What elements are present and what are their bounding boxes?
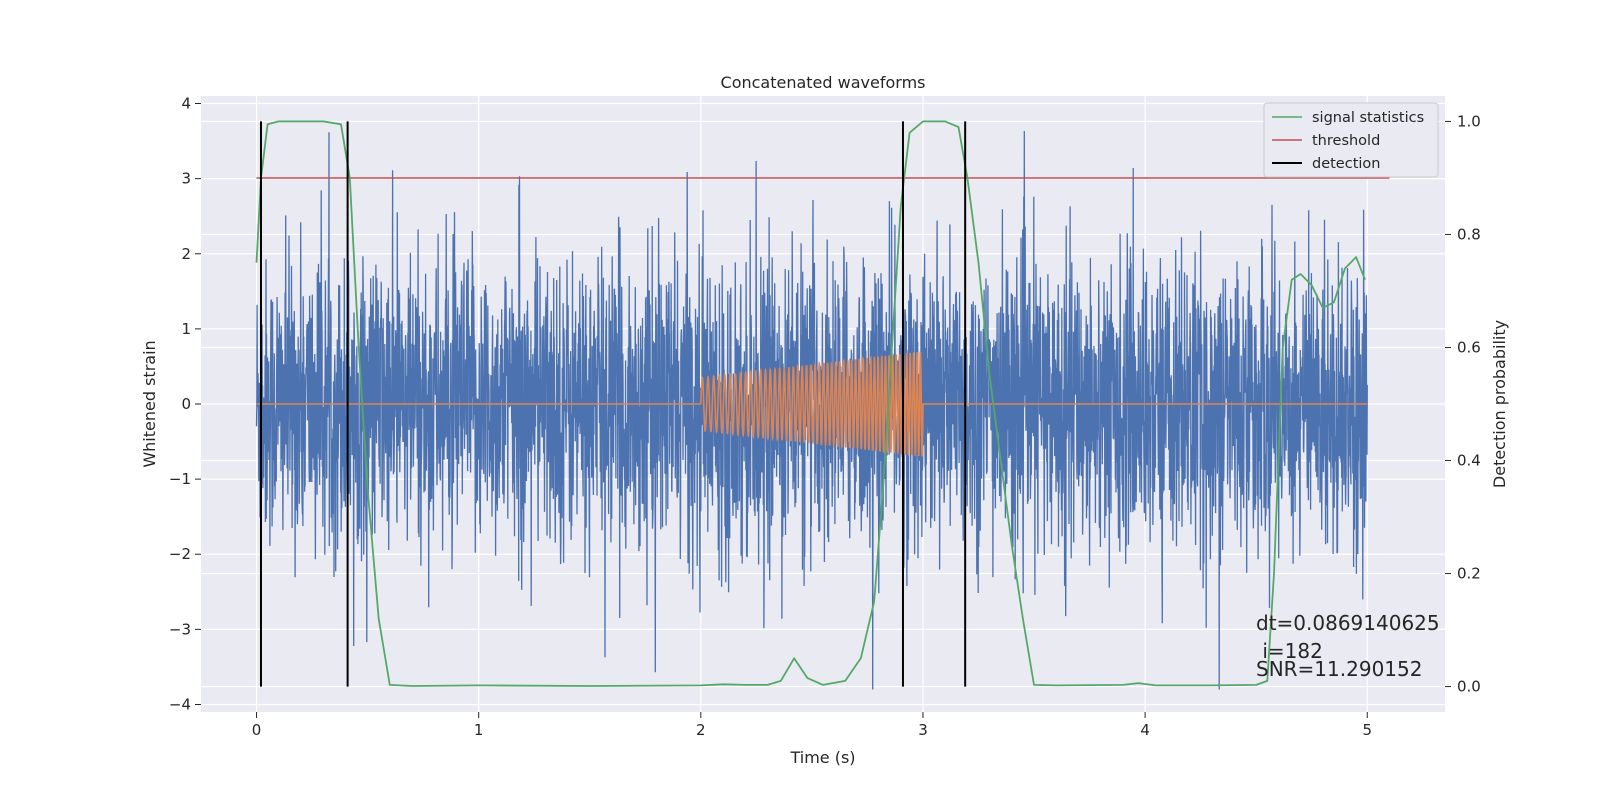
y-tick-label-left-6: 2 [181,245,191,263]
x-axis-label: Time (s) [789,748,855,767]
y-tick-label-left-0: −4 [169,695,191,713]
x-tick-label-2: 2 [696,721,706,739]
x-tick-label-5: 5 [1362,721,1372,739]
y-tick-label-left-1: −3 [169,620,191,638]
x-tick-label-1: 1 [474,721,484,739]
annotation-snr: SNR=11.290152 [1256,657,1422,681]
y-tick-label-left-8: 4 [181,95,191,113]
chirp-line [256,351,1368,457]
chirp-series [256,351,1368,457]
y-tick-label-right-3: 0.6 [1457,338,1481,356]
x-tick-label-4: 4 [1140,721,1150,739]
y-tick-label-left-5: 1 [181,320,191,338]
x-tick-label-3: 3 [918,721,928,739]
ticks: 0 1 2 3 4 5 −4 −3 −2 −1 0 1 2 3 4 0.0 0.2 0.4 0.6 0.8 1.0 [169,95,1481,739]
y-axis-label-left: Whitened strain [140,340,159,467]
y-tick-label-left-3: −1 [169,470,191,488]
x-tick-label-0: 0 [252,721,262,739]
y-tick-label-left-2: −2 [169,545,191,563]
legend: signal statistics threshold detection [1263,102,1439,178]
legend-box [1263,102,1439,178]
annotation-i: i=182 [1256,639,1323,663]
overlay-series [255,120,1390,687]
legend-label-threshold: threshold [1312,133,1380,149]
annotation-dt: dt=0.0869140625 [1256,611,1440,635]
chart-title: Concatenated waveforms [721,73,926,92]
y-axis-label-right: Detection probability [1490,320,1509,488]
signal-statistics-line [255,120,1366,687]
legend-label-detection: detection [1312,156,1380,172]
y-tick-label-right-0: 0.0 [1457,678,1481,696]
y-tick-label-right-1: 0.2 [1457,565,1481,583]
y-tick-label-right-2: 0.4 [1457,452,1481,470]
y-tick-label-left-7: 3 [181,170,191,188]
y-tick-label-right-4: 0.8 [1457,225,1481,243]
legend-label-signal-statistics: signal statistics [1312,110,1424,126]
y-tick-label-left-4: 0 [181,395,191,413]
y-tick-label-right-5: 1.0 [1457,112,1481,130]
